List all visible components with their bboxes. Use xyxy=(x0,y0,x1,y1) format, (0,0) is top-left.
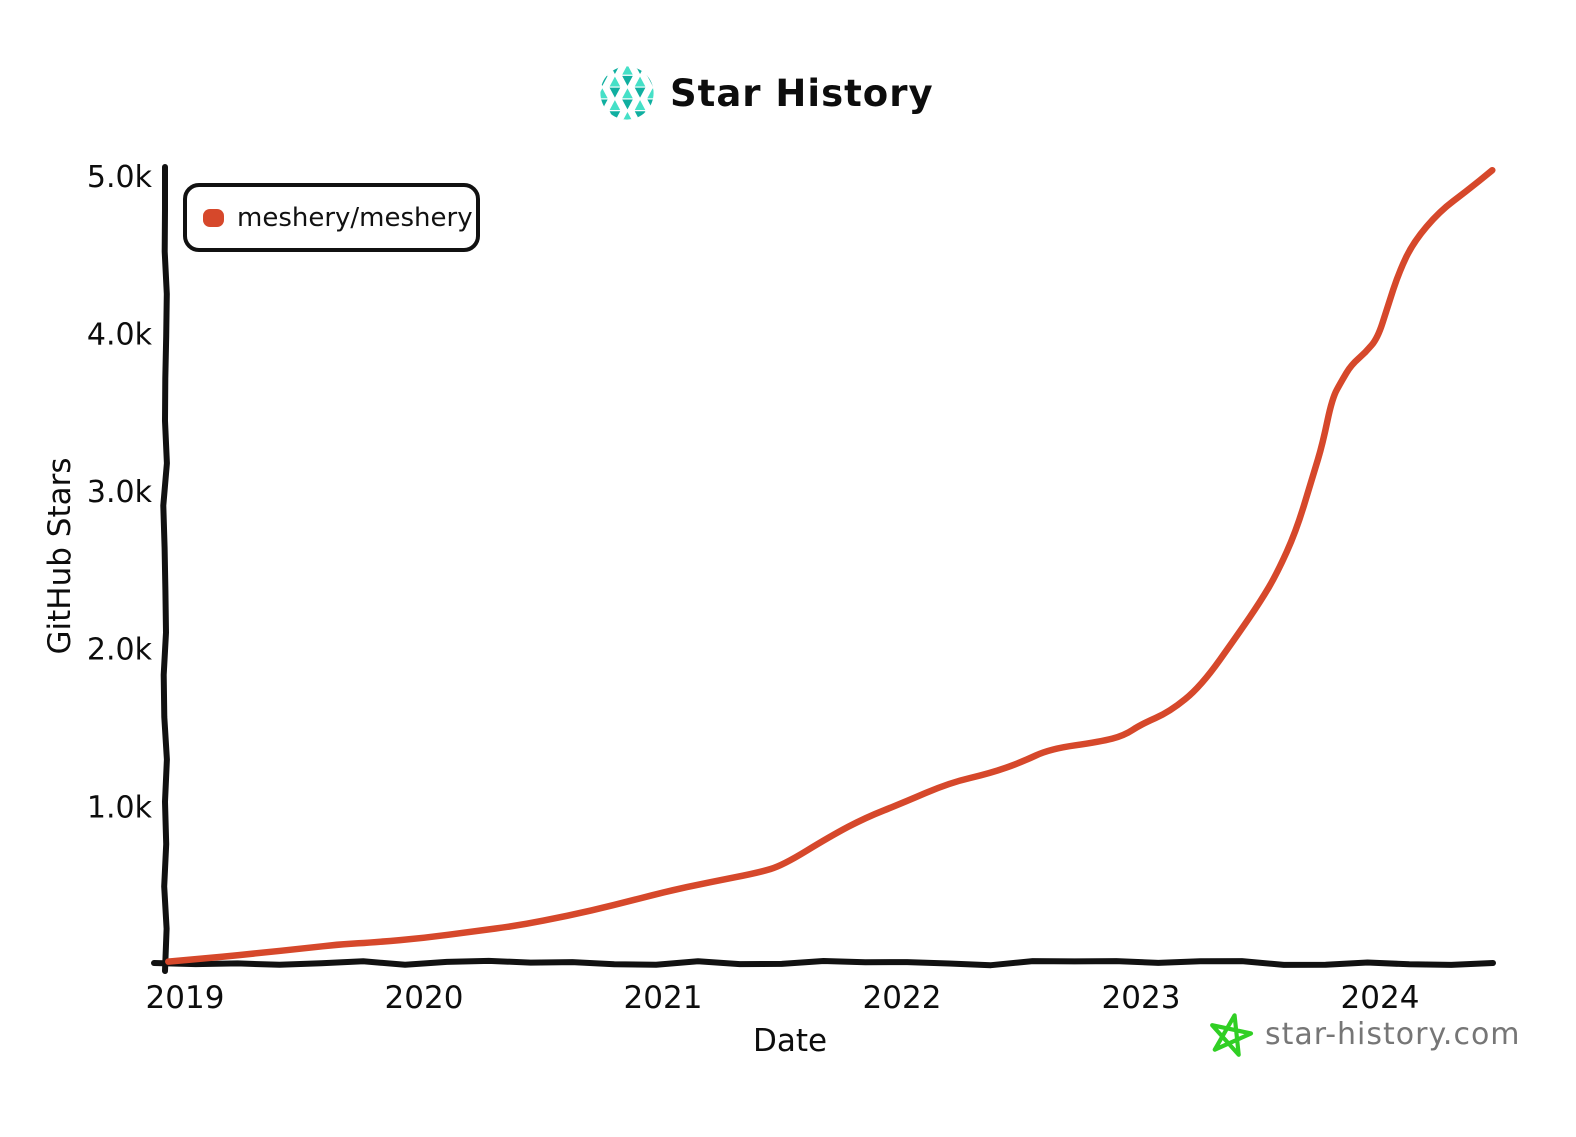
y-tick-label: 1.0k xyxy=(87,790,153,825)
x-tick-label: 2020 xyxy=(385,980,464,1016)
x-tick-label: 2024 xyxy=(1341,980,1420,1016)
legend: meshery/meshery xyxy=(183,183,480,252)
x-tick-label: 2022 xyxy=(863,980,942,1016)
y-axis-title: GitHub Stars xyxy=(42,457,78,655)
y-axis-line xyxy=(160,164,170,974)
legend-marker-meshery xyxy=(203,208,224,227)
star-icon xyxy=(1210,1013,1254,1057)
x-axis-line xyxy=(151,957,1496,969)
y-tick-label: 2.0k xyxy=(87,633,153,668)
watermark-link[interactable]: star-history.com xyxy=(1206,1010,1521,1059)
x-axis-title: Date xyxy=(752,1023,828,1059)
y-tick-label: 4.0k xyxy=(87,317,153,352)
series-line-meshery xyxy=(165,166,1496,965)
x-tick-label: 2023 xyxy=(1102,980,1181,1016)
y-tick-label: 3.0k xyxy=(87,475,153,510)
chart-title: Star History xyxy=(670,71,934,115)
watermark-text: star-history.com xyxy=(1265,1017,1521,1052)
x-tick-label: 2021 xyxy=(624,980,703,1016)
chart-title-block: Star History xyxy=(598,64,934,122)
x-tick-label: 2019 xyxy=(146,980,225,1016)
y-tick-label: 5.0k xyxy=(87,160,153,195)
legend-label-meshery: meshery/meshery xyxy=(237,202,473,233)
star-history-logo-icon xyxy=(600,66,654,120)
